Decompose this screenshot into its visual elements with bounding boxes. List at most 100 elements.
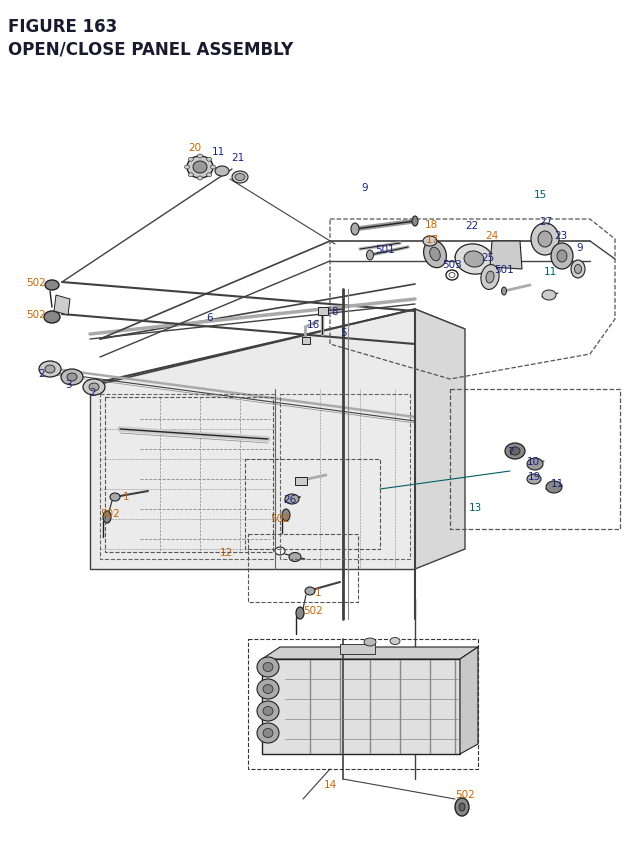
Ellipse shape xyxy=(285,494,299,505)
Ellipse shape xyxy=(110,493,120,501)
Ellipse shape xyxy=(542,291,556,300)
Text: 17: 17 xyxy=(426,235,438,245)
Ellipse shape xyxy=(257,679,279,699)
Ellipse shape xyxy=(61,369,83,386)
Text: 2: 2 xyxy=(38,369,45,379)
Ellipse shape xyxy=(184,166,189,170)
Text: 1: 1 xyxy=(123,492,129,501)
Polygon shape xyxy=(90,310,465,405)
Ellipse shape xyxy=(449,273,455,278)
Ellipse shape xyxy=(455,798,469,816)
Text: 6: 6 xyxy=(207,313,213,323)
Ellipse shape xyxy=(235,174,245,182)
Ellipse shape xyxy=(546,481,562,493)
Text: 23: 23 xyxy=(554,231,568,241)
Ellipse shape xyxy=(289,553,301,562)
Text: OPEN/CLOSE PANEL ASSEMBLY: OPEN/CLOSE PANEL ASSEMBLY xyxy=(8,40,293,58)
Text: 12: 12 xyxy=(220,548,232,557)
Text: 18: 18 xyxy=(424,220,438,230)
Bar xyxy=(248,535,358,603)
Text: 501: 501 xyxy=(375,245,395,255)
Ellipse shape xyxy=(263,663,273,672)
Bar xyxy=(340,644,375,654)
Ellipse shape xyxy=(44,312,60,324)
Ellipse shape xyxy=(67,374,77,381)
Text: 10: 10 xyxy=(527,456,540,467)
Ellipse shape xyxy=(481,265,499,290)
Polygon shape xyxy=(54,295,70,316)
Text: 11: 11 xyxy=(211,147,225,157)
Ellipse shape xyxy=(188,158,193,162)
Ellipse shape xyxy=(505,443,525,460)
Text: 7: 7 xyxy=(507,447,513,456)
Ellipse shape xyxy=(571,261,585,279)
Text: 11: 11 xyxy=(550,479,564,488)
Ellipse shape xyxy=(455,245,493,275)
Ellipse shape xyxy=(486,272,494,283)
Text: 21: 21 xyxy=(232,152,244,163)
Text: 22: 22 xyxy=(465,220,479,231)
Ellipse shape xyxy=(211,166,216,170)
Bar xyxy=(280,394,410,560)
Ellipse shape xyxy=(39,362,61,378)
Ellipse shape xyxy=(502,288,506,295)
Text: 20: 20 xyxy=(188,143,202,152)
Ellipse shape xyxy=(305,587,315,595)
Text: 27: 27 xyxy=(540,217,552,226)
Bar xyxy=(100,394,275,560)
Ellipse shape xyxy=(263,728,273,738)
Ellipse shape xyxy=(45,281,59,291)
Polygon shape xyxy=(460,647,478,754)
Text: 1: 1 xyxy=(315,587,321,598)
Ellipse shape xyxy=(575,265,582,274)
Ellipse shape xyxy=(551,244,573,269)
Ellipse shape xyxy=(351,224,359,236)
Text: 15: 15 xyxy=(533,189,547,200)
Ellipse shape xyxy=(527,474,541,485)
Ellipse shape xyxy=(263,707,273,715)
Text: 24: 24 xyxy=(485,231,499,241)
Text: 9: 9 xyxy=(577,243,583,253)
Ellipse shape xyxy=(424,241,446,269)
Ellipse shape xyxy=(557,251,567,263)
Polygon shape xyxy=(262,647,478,660)
Text: 13: 13 xyxy=(468,503,482,512)
Text: 19: 19 xyxy=(527,472,541,481)
Text: 502: 502 xyxy=(26,310,46,319)
Ellipse shape xyxy=(45,366,55,374)
Ellipse shape xyxy=(207,174,212,177)
Ellipse shape xyxy=(232,172,248,183)
Bar xyxy=(105,398,273,553)
Ellipse shape xyxy=(207,158,212,162)
Ellipse shape xyxy=(527,458,543,470)
Ellipse shape xyxy=(187,157,213,179)
Ellipse shape xyxy=(188,174,193,177)
Ellipse shape xyxy=(263,684,273,694)
Text: 502: 502 xyxy=(26,278,46,288)
Ellipse shape xyxy=(257,701,279,722)
Text: 2: 2 xyxy=(90,387,96,398)
Ellipse shape xyxy=(193,162,207,174)
Ellipse shape xyxy=(275,548,285,555)
Text: 9: 9 xyxy=(362,183,368,193)
Ellipse shape xyxy=(364,638,376,647)
Text: 11: 11 xyxy=(543,267,557,276)
Ellipse shape xyxy=(429,248,440,262)
Text: 8: 8 xyxy=(332,307,339,317)
Polygon shape xyxy=(262,660,460,754)
Bar xyxy=(302,338,310,344)
Polygon shape xyxy=(90,310,415,569)
Text: 16: 16 xyxy=(307,319,319,330)
Text: 502: 502 xyxy=(455,789,475,799)
Text: 4: 4 xyxy=(299,476,305,486)
Ellipse shape xyxy=(459,803,465,811)
Text: 3: 3 xyxy=(65,380,71,389)
Ellipse shape xyxy=(257,723,279,743)
Ellipse shape xyxy=(464,251,484,268)
Ellipse shape xyxy=(412,217,418,226)
Text: 501: 501 xyxy=(494,264,514,275)
Text: 503: 503 xyxy=(442,260,462,269)
Polygon shape xyxy=(490,242,522,269)
Ellipse shape xyxy=(531,224,559,256)
Ellipse shape xyxy=(423,237,437,247)
